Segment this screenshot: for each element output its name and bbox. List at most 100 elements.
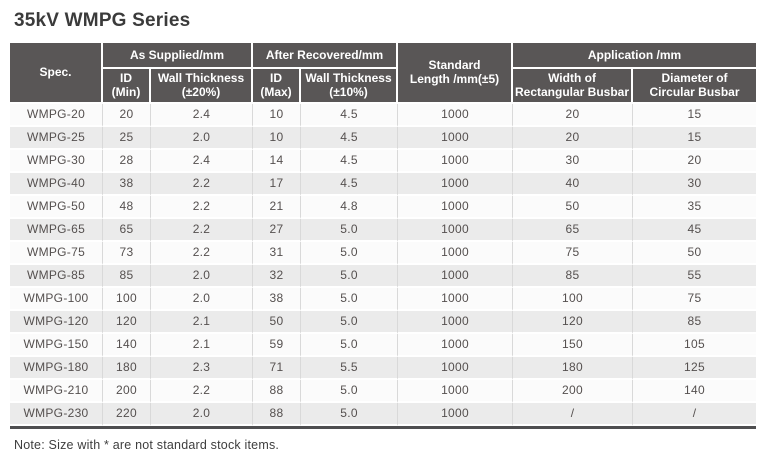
value-cell: 2.1 — [151, 333, 254, 357]
col-header-standard-length: Standard Length /mm(±5) — [398, 43, 514, 104]
table-row: WMPG-230 220 2.0 88 5.0 1000// — [10, 402, 757, 426]
value-cell: 30 — [633, 173, 757, 196]
value-cell: 85 — [103, 264, 151, 288]
value-cell: 180 — [513, 356, 634, 380]
value-cell: 2.2 — [151, 172, 254, 196]
value-cell: 150 — [513, 333, 634, 357]
value-cell: 1000 — [398, 241, 514, 265]
value-cell: 10 — [253, 103, 302, 127]
spec-cell: WMPG-210 — [10, 379, 103, 403]
spec-table-header: Spec. As Supplied/mm After Recovered/mm … — [10, 43, 757, 104]
value-cell: 75 — [513, 241, 634, 265]
col-header-width-rectangular-busbar: Width of Rectangular Busbar — [513, 69, 634, 104]
value-cell: 75 — [633, 288, 757, 311]
value-cell: 4.5 — [301, 149, 399, 173]
value-cell: 120 — [513, 310, 634, 334]
id-max-line1: ID — [270, 71, 283, 85]
value-cell: 71 — [253, 356, 302, 380]
value-cell: 31 — [253, 241, 302, 265]
wall-20-line1: Wall Thickness — [157, 71, 245, 85]
value-cell: 27 — [253, 218, 302, 242]
value-cell: 1000 — [398, 149, 514, 173]
spec-cell: WMPG-30 — [10, 149, 103, 173]
spec-cell: WMPG-20 — [10, 103, 103, 127]
value-cell: 2.2 — [151, 379, 254, 403]
value-cell: 40 — [513, 172, 634, 196]
value-cell: 4.5 — [301, 103, 399, 127]
table-row: WMPG-20 20 2.4 10 4.5 1000 20 15 — [10, 103, 757, 127]
value-cell: 1000 — [398, 402, 514, 426]
value-cell: 45 — [633, 219, 757, 242]
value-cell: 50 — [513, 195, 634, 219]
value-cell: 32 — [253, 264, 302, 288]
value-cell: 1000 — [398, 264, 514, 288]
value-cell: 1000 — [398, 310, 514, 334]
value-cell: 20 — [103, 103, 151, 127]
table-row: WMPG-150 140 2.1 59 5.0 1000 150 105 — [10, 333, 757, 357]
col-header-wall-thickness-20: Wall Thickness (±20%) — [151, 69, 254, 104]
value-cell: 2.2 — [151, 195, 254, 219]
spec-table-body: WMPG-20 20 2.4 10 4.5 1000 20 15 WMPG-25 25 2.0 10 4… — [10, 103, 757, 426]
value-cell: 1000 — [398, 172, 514, 196]
value-cell: 50 — [253, 310, 302, 334]
page-title: 35kV WMPG Series — [14, 10, 191, 31]
value-cell: 28 — [103, 149, 151, 173]
wall-10-line1: Wall Thickness — [305, 71, 392, 85]
value-cell: 2.2 — [151, 241, 254, 265]
spec-cell: WMPG-150 — [10, 333, 103, 357]
value-cell: 200 — [103, 379, 151, 403]
value-cell: 50 — [633, 242, 757, 265]
value-cell: 2.3 — [151, 356, 254, 380]
value-cell: 48 — [103, 195, 151, 219]
table-row: WMPG-40 38 2.2 17 4.5 1000 40 30 — [10, 172, 757, 196]
id-min-line1: ID — [120, 71, 132, 85]
value-cell: 5.5 — [301, 356, 399, 380]
table-row: WMPG-65 65 2.2 27 5.0 1000 65 45 — [10, 218, 757, 242]
value-cell: 5.0 — [301, 333, 399, 357]
spec-cell: WMPG-230 — [10, 402, 103, 426]
value-cell: 35 — [633, 196, 757, 219]
col-group-as-supplied: As Supplied/mm — [103, 43, 254, 69]
value-cell: 2.4 — [151, 103, 254, 127]
value-cell: 20 — [513, 103, 634, 127]
id-min-line2: (Min) — [111, 85, 141, 100]
spec-cell: WMPG-65 — [10, 218, 103, 242]
value-cell: 25 — [103, 126, 151, 150]
value-cell: 5.0 — [301, 241, 399, 265]
value-cell: 1000 — [398, 379, 514, 403]
value-cell: 4.5 — [301, 172, 399, 196]
value-cell: 65 — [103, 218, 151, 242]
value-cell: 85 — [633, 311, 757, 334]
value-cell: 2.4 — [151, 149, 254, 173]
value-cell: 140 — [103, 333, 151, 357]
value-cell: 10 — [253, 126, 302, 150]
value-cell: 2.0 — [151, 402, 254, 426]
table-row: WMPG-50 48 2.2 21 4.8 1000 50 35 — [10, 195, 757, 219]
value-cell: 1000 — [398, 356, 514, 380]
table-row: WMPG-25 25 2.0 10 4.5 1000 20 15 — [10, 126, 757, 150]
value-cell: 2.1 — [151, 310, 254, 334]
value-cell: 100 — [103, 287, 151, 311]
table-row: WMPG-120 120 2.1 50 5.0 1000 120 85 — [10, 310, 757, 334]
col-header-id-min: ID (Min) — [103, 69, 151, 104]
col-header-wall-thickness-10: Wall Thickness (±10%) — [301, 69, 399, 104]
value-cell: 15 — [633, 104, 757, 127]
spec-cell: WMPG-25 — [10, 126, 103, 150]
value-cell: 5.0 — [301, 264, 399, 288]
col-header-diameter-circular-busbar: Diameter of Circular Busbar — [633, 69, 757, 104]
value-cell: 20 — [513, 126, 634, 150]
value-cell: 38 — [103, 172, 151, 196]
standard-length-line2: Length /mm(±5) — [409, 72, 500, 87]
value-cell: 2.2 — [151, 218, 254, 242]
table-row: WMPG-75 73 2.2 31 5.0 1000 75 50 — [10, 241, 757, 265]
value-cell: 2.0 — [151, 126, 254, 150]
value-cell: 4.8 — [301, 195, 399, 219]
value-cell: 105 — [633, 334, 757, 357]
spec-cell: WMPG-40 — [10, 172, 103, 196]
col-header-spec: Spec. — [10, 43, 103, 104]
value-cell: 100 — [513, 287, 634, 311]
value-cell: 88 — [253, 379, 302, 403]
col-group-after-recovered: After Recovered/mm — [253, 43, 399, 69]
value-cell: 20 — [633, 150, 757, 173]
